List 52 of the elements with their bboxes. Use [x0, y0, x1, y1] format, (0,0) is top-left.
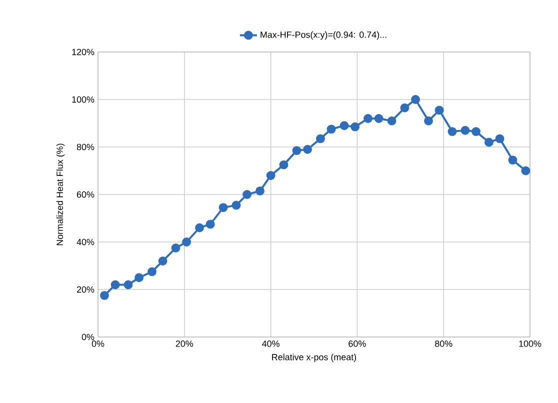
- point: [434, 106, 444, 115]
- y-axis-title: Normalized Heat Flux (%): [56, 144, 65, 246]
- point: [218, 203, 228, 212]
- point: [495, 134, 504, 144]
- point: [266, 171, 276, 180]
- point: [292, 146, 302, 156]
- y-tick-label: 100%: [72, 96, 94, 103]
- point: [110, 280, 120, 290]
- point: [374, 114, 384, 123]
- point: [340, 121, 349, 130]
- point: [232, 200, 241, 210]
- y-tick-label: 40%: [76, 238, 94, 246]
- point: [316, 134, 325, 144]
- point: [158, 256, 168, 266]
- point: [206, 220, 215, 229]
- y-tick-label: 120%: [72, 48, 94, 56]
- point: [460, 126, 470, 135]
- x-tick-label: 100%: [519, 340, 542, 347]
- y-tick-label: 20%: [76, 286, 94, 293]
- x-tick-label: 0%: [92, 340, 104, 347]
- y-tick-label: 80%: [76, 144, 94, 150]
- y-tick-label: 60%: [76, 191, 94, 198]
- point: [424, 116, 433, 126]
- point: [279, 160, 288, 170]
- x-axis-title: Relative x-pos (meat): [272, 354, 356, 362]
- point: [100, 290, 109, 300]
- x-tick-label: 60%: [348, 340, 366, 347]
- point: [148, 267, 156, 276]
- point: [326, 124, 336, 134]
- point: [256, 186, 264, 196]
- y-tick-label: 0%: [82, 334, 94, 340]
- point: [508, 156, 518, 165]
- x-tick-label: 20%: [176, 340, 194, 347]
- point: [195, 223, 204, 232]
- point: [171, 243, 180, 252]
- point: [242, 190, 252, 199]
- point: [521, 166, 530, 176]
- point: [364, 114, 372, 123]
- point: [400, 103, 410, 112]
- point: [448, 127, 457, 136]
- point: [303, 144, 312, 154]
- point: [484, 138, 494, 147]
- point: [124, 280, 133, 290]
- x-tick-label: 80%: [435, 340, 452, 347]
- point: [411, 95, 420, 104]
- point: [472, 127, 480, 136]
- point: [350, 122, 360, 132]
- point: [182, 238, 192, 246]
- x-tick-label: 40%: [262, 340, 280, 347]
- point: [134, 273, 144, 282]
- legend-label: Max-HF-Pos(x:y)=(0.94: 0.74)...: [260, 31, 386, 40]
- point: [387, 116, 396, 126]
